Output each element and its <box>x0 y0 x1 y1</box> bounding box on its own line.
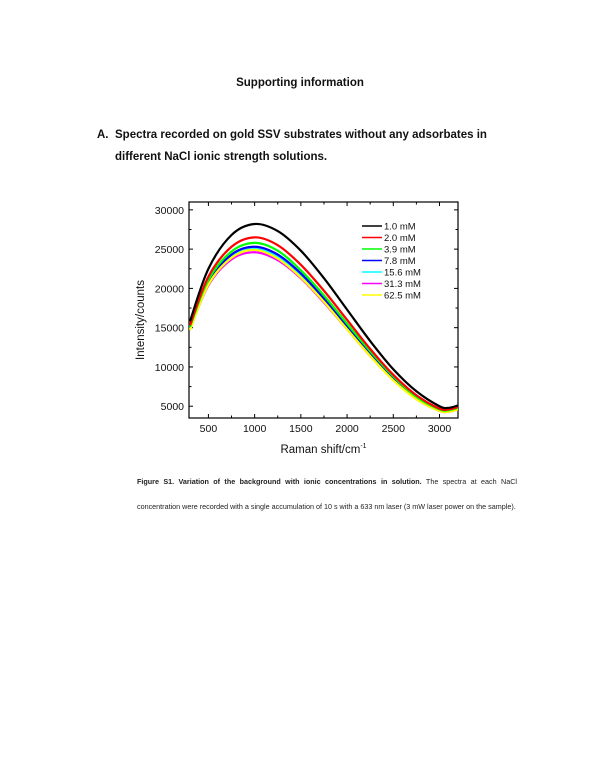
y-tick-label: 15000 <box>155 323 184 335</box>
legend-label: 7.8 mM <box>384 256 416 267</box>
plot-frame <box>188 201 459 419</box>
x-tick-label: 500 <box>200 423 218 435</box>
legend-label: 1.0 mM <box>384 222 416 233</box>
caption-label: Figure S1. Variation of the background w… <box>137 477 422 486</box>
x-tick-label: 3000 <box>428 423 452 435</box>
y-tick-label: 30000 <box>155 205 184 217</box>
series-line-62-5-mM <box>189 248 458 414</box>
y-tick-label: 20000 <box>155 283 184 295</box>
page-heading: Supporting information <box>236 77 364 89</box>
caption-text: The spectra at each NaCl concentration w… <box>137 477 517 511</box>
y-tick-label: 25000 <box>155 244 184 256</box>
y-tick-label: 10000 <box>155 362 184 374</box>
x-tick-label: 2500 <box>382 423 406 435</box>
legend-label: 15.6 mM <box>384 268 421 279</box>
section-title: Spectra recorded on gold SSV substrates … <box>115 129 487 163</box>
series-line-2-0-mM <box>189 236 458 412</box>
x-tick-label: 1000 <box>243 423 267 435</box>
x-tick-label: 1500 <box>289 423 313 435</box>
y-axis-label: Intensity/counts <box>135 280 147 360</box>
y-tick-label: 5000 <box>161 401 185 413</box>
section-a: A. Spectra recorded on gold SSV substrat… <box>97 124 515 168</box>
raman-spectra-plot: 500 1000 1500 2000 2500 3000 5000 10000 15000 200… <box>135 201 459 456</box>
legend-label: 31.3 mM <box>384 279 421 290</box>
x-tick-label: 2000 <box>335 423 359 435</box>
figure-caption: Figure S1. Variation of the background w… <box>137 470 517 519</box>
series-line-1-0-mM <box>189 222 458 410</box>
section-marker: A. <box>97 129 109 141</box>
x-axis-label: Raman shift/cm-1 <box>280 443 366 456</box>
legend-label: 2.0 mM <box>384 233 416 244</box>
legend-label: 3.9 mM <box>384 245 416 256</box>
legend-label: 62.5 mM <box>384 291 421 302</box>
figure-s1-chart: 500 1000 1500 2000 2500 3000 5000 10000 15000 200… <box>120 195 480 465</box>
